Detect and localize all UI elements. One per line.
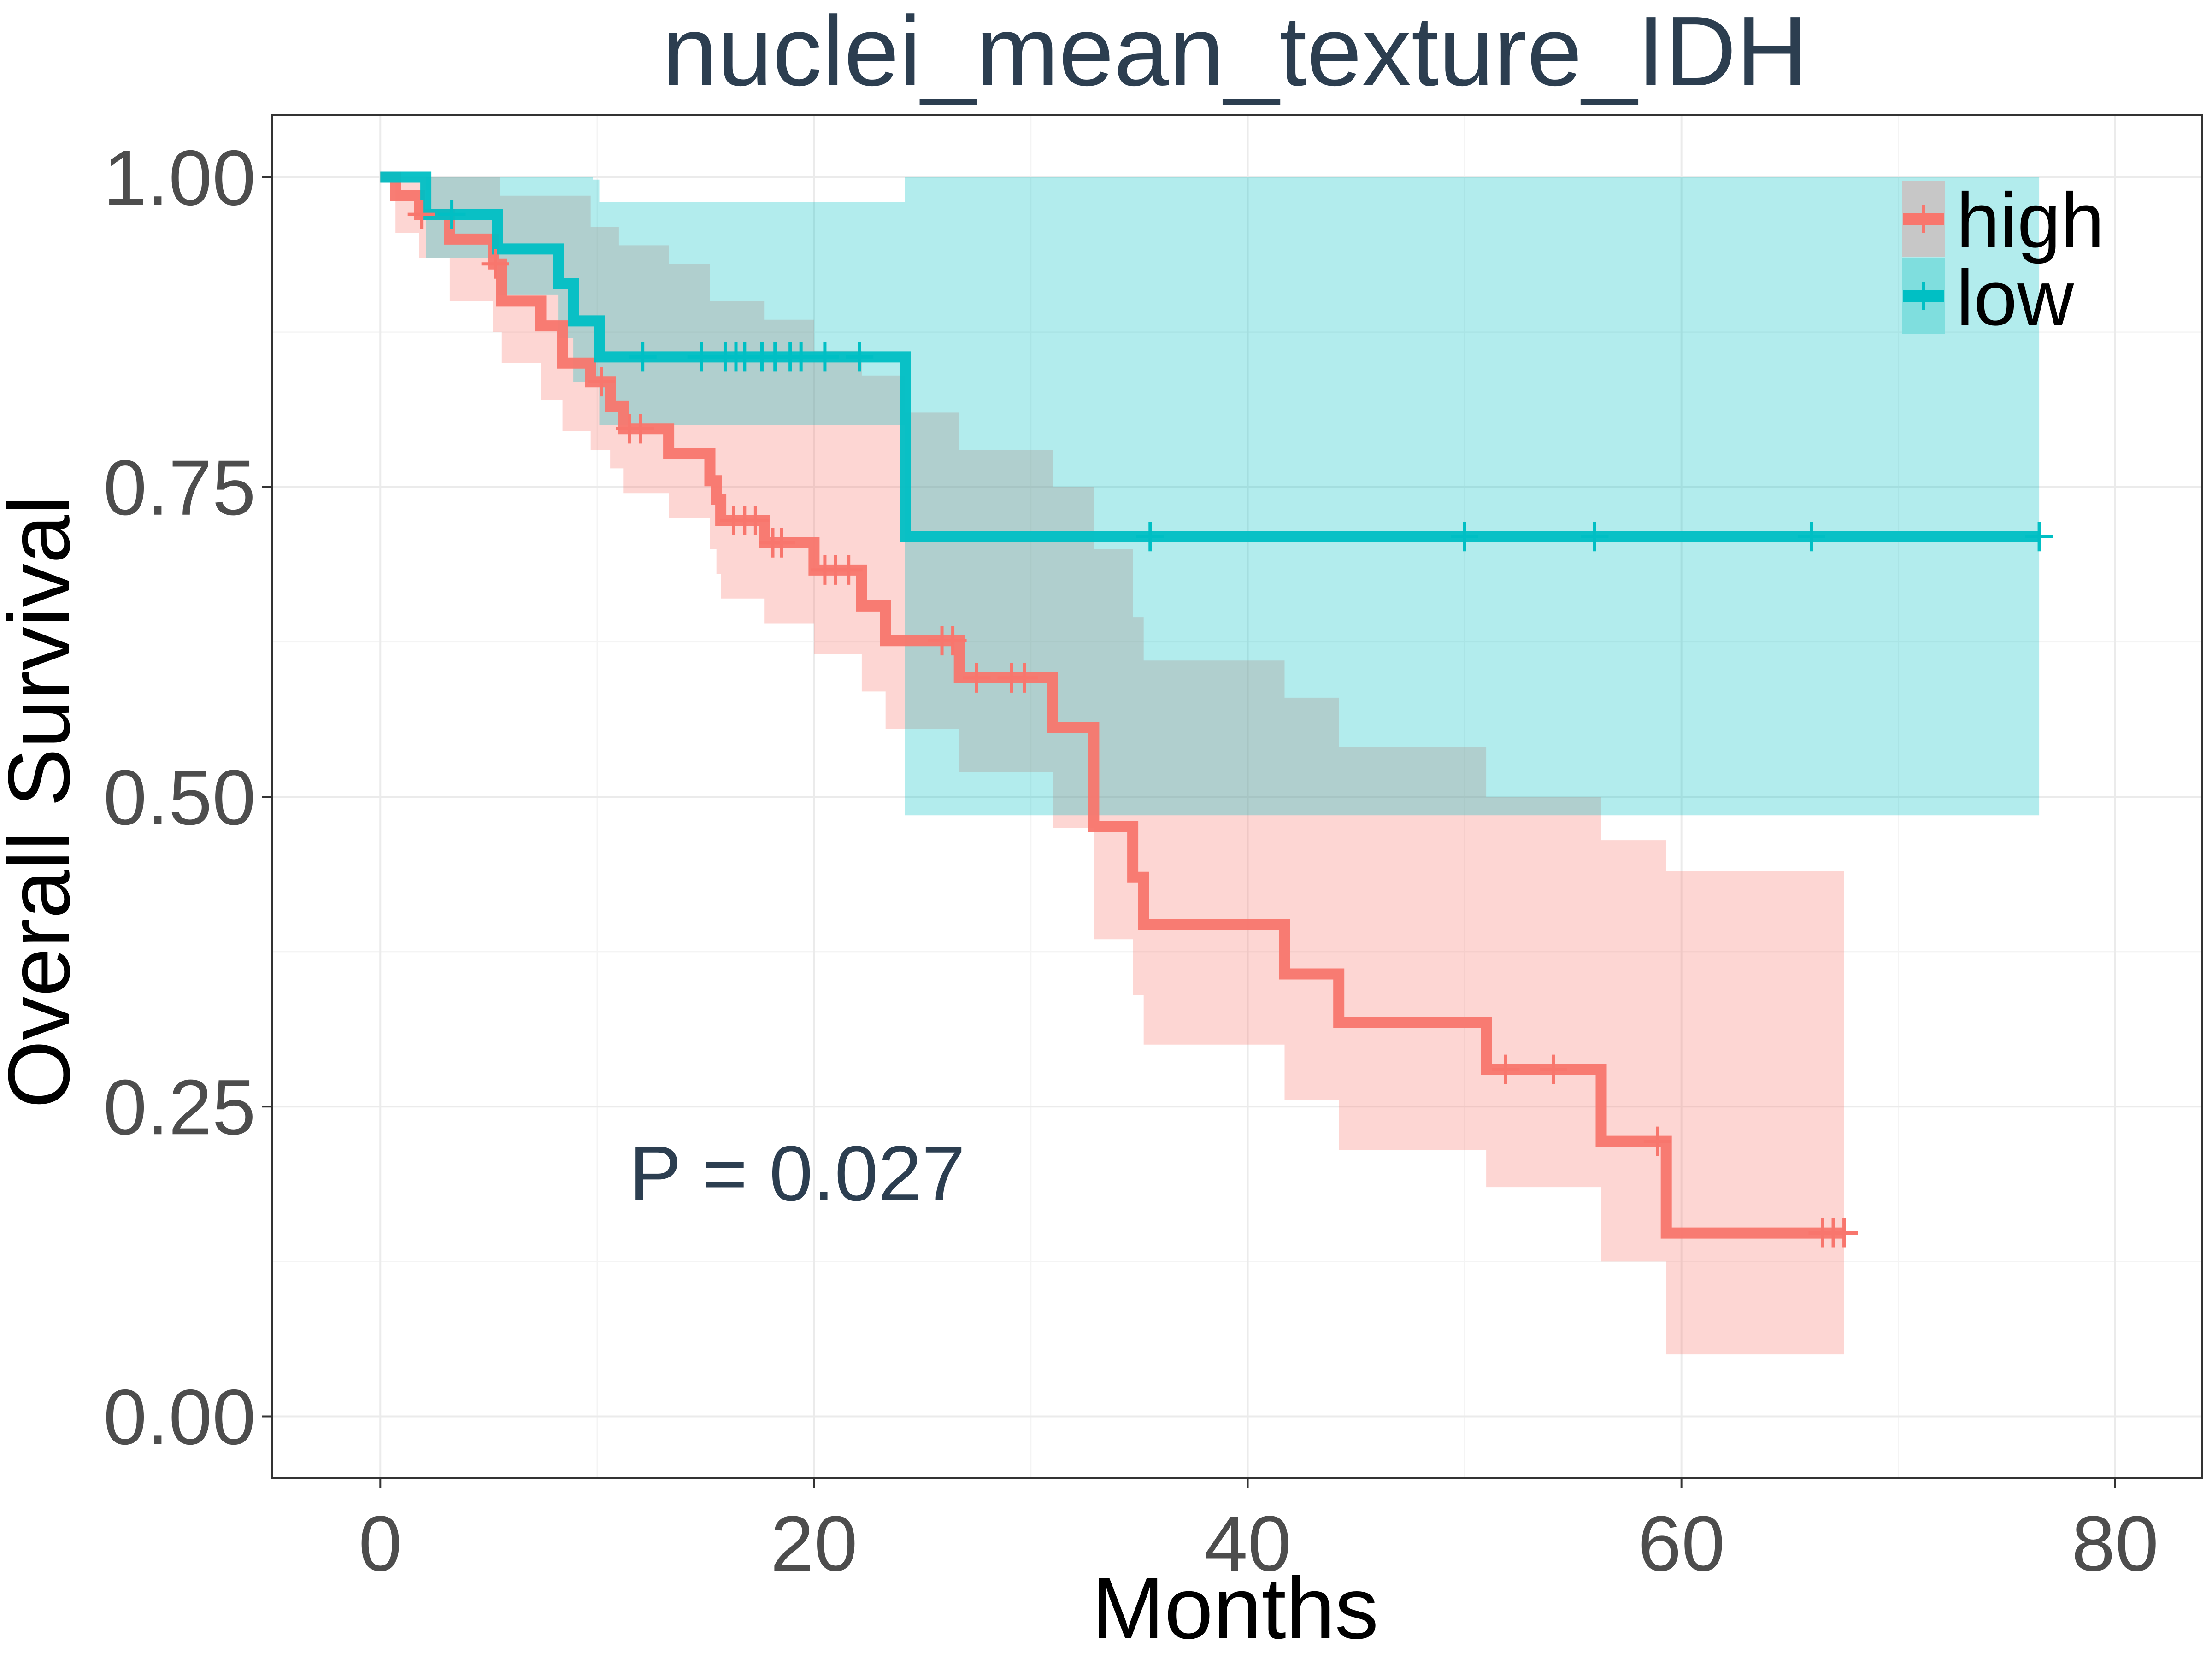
censor-marks bbox=[407, 200, 2053, 1248]
x-tick-label: 20 bbox=[771, 1500, 858, 1588]
x-tick-label: 80 bbox=[2071, 1500, 2159, 1588]
grid bbox=[272, 115, 2202, 1478]
y-tick-label: 0.00 bbox=[103, 1374, 256, 1461]
legend-label-high: high bbox=[1956, 177, 2104, 265]
y-tick-label: 0.50 bbox=[103, 754, 256, 841]
ci-band-low bbox=[380, 177, 2040, 816]
confidence-bands bbox=[380, 177, 2040, 1355]
ci-band-high bbox=[380, 177, 1844, 1355]
legend-label-low: low bbox=[1956, 254, 2074, 342]
y-tick-label: 0.25 bbox=[103, 1064, 256, 1151]
legend: high low bbox=[1902, 177, 2104, 342]
chart-title: nuclei_mean_texture_IDH bbox=[662, 0, 1808, 106]
x-axis-title: Months bbox=[1091, 1559, 1378, 1657]
y-tick-label: 0.75 bbox=[103, 444, 256, 532]
x-tick-label: 0 bbox=[359, 1500, 402, 1588]
p-value-annotation: P = 0.027 bbox=[629, 1130, 965, 1218]
x-tick-label: 60 bbox=[1638, 1500, 1725, 1588]
axes: 0 20 40 60 80 0.00 0.25 0.50 0.75 1.00 bbox=[103, 134, 2159, 1588]
x-tick-label: 40 bbox=[1204, 1500, 1291, 1588]
y-axis-title: Overall Survival bbox=[0, 495, 88, 1108]
y-tick-label: 1.00 bbox=[103, 134, 256, 222]
